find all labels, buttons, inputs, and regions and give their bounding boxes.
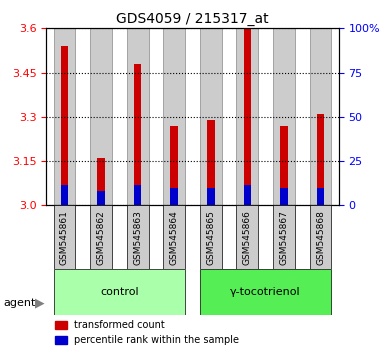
Bar: [244, 28, 251, 205]
Bar: [207, 188, 214, 205]
FancyBboxPatch shape: [90, 205, 112, 269]
Text: GSM545866: GSM545866: [243, 210, 252, 265]
Text: GSM545863: GSM545863: [133, 210, 142, 265]
Bar: [134, 185, 141, 205]
FancyBboxPatch shape: [127, 205, 149, 269]
Text: GSM545867: GSM545867: [280, 210, 288, 265]
Text: GSM545862: GSM545862: [97, 210, 105, 264]
Text: ▶: ▶: [35, 296, 44, 309]
Title: GDS4059 / 215317_at: GDS4059 / 215317_at: [116, 12, 269, 26]
Bar: [273, 28, 295, 205]
Bar: [97, 158, 105, 205]
Bar: [317, 114, 324, 205]
Bar: [310, 28, 331, 205]
Bar: [280, 126, 288, 205]
Text: GSM545864: GSM545864: [170, 210, 179, 264]
Text: GSM545865: GSM545865: [206, 210, 215, 265]
FancyBboxPatch shape: [54, 269, 185, 315]
Bar: [244, 185, 251, 205]
Bar: [54, 28, 75, 205]
Text: GSM545861: GSM545861: [60, 210, 69, 265]
Bar: [236, 28, 258, 205]
Bar: [207, 120, 214, 205]
Text: control: control: [100, 287, 139, 297]
FancyBboxPatch shape: [310, 205, 331, 269]
FancyBboxPatch shape: [200, 205, 222, 269]
Bar: [171, 126, 178, 205]
FancyBboxPatch shape: [200, 269, 331, 315]
Bar: [61, 185, 68, 205]
Text: γ-tocotrienol: γ-tocotrienol: [230, 287, 301, 297]
FancyBboxPatch shape: [163, 205, 185, 269]
Legend: transformed count, percentile rank within the sample: transformed count, percentile rank withi…: [51, 316, 243, 349]
Bar: [97, 190, 105, 205]
Bar: [200, 28, 222, 205]
Bar: [171, 188, 178, 205]
Bar: [280, 188, 288, 205]
FancyBboxPatch shape: [54, 205, 75, 269]
Bar: [90, 28, 112, 205]
Bar: [163, 28, 185, 205]
Bar: [61, 46, 68, 205]
Text: agent: agent: [4, 298, 36, 308]
Bar: [127, 28, 149, 205]
FancyBboxPatch shape: [273, 205, 295, 269]
Text: GSM545868: GSM545868: [316, 210, 325, 265]
FancyBboxPatch shape: [236, 205, 258, 269]
Bar: [134, 64, 141, 205]
Bar: [317, 188, 324, 205]
